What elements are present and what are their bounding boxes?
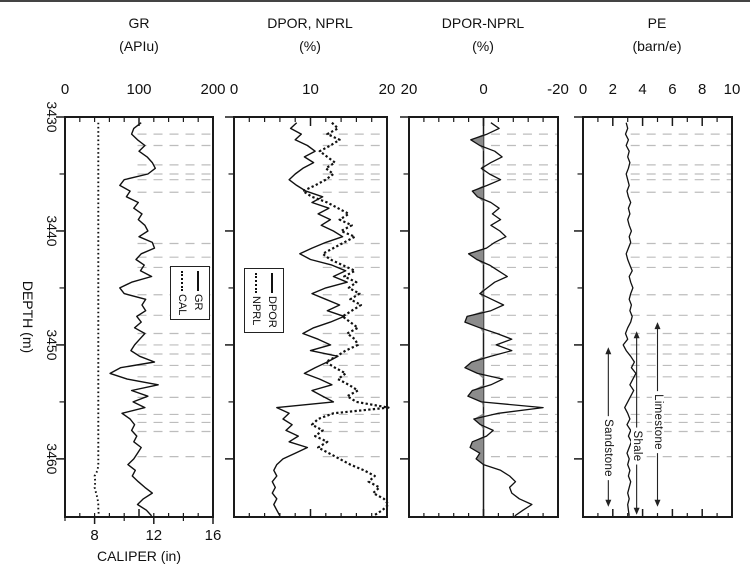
dpor-curve	[271, 122, 348, 517]
arrowhead-up-icon	[633, 331, 640, 339]
axis-tick-label: 0	[61, 81, 69, 98]
panel-title-pe: PE	[647, 15, 667, 31]
dotted-line-icon	[255, 273, 257, 293]
cal-curve	[93, 122, 100, 517]
axis-tick-label: 20	[379, 81, 396, 98]
legend-label-nprl: NPRL	[250, 296, 262, 326]
arrowhead-up-icon	[605, 347, 612, 355]
panel-title-diff: DPOR-NPRL	[441, 15, 525, 31]
depth-axis-label: DEPTH (m)	[20, 280, 36, 354]
axis-tick-label: 0	[479, 81, 487, 98]
caliper-tick-label: 8	[90, 527, 98, 544]
legend-dpor-nprl: NPRL DPOR	[244, 268, 284, 333]
lithology-label-shale: Shale	[631, 427, 643, 465]
panel-title-por: DPOR, NPRL	[267, 15, 353, 31]
panel-subtitle-gr: (APIu)	[119, 38, 159, 54]
axis-tick-label: 100	[126, 81, 151, 98]
legend-item-gr: GR	[192, 271, 204, 311]
panel-subtitle-por: (%)	[299, 38, 321, 54]
legend-label-dpor: DPOR	[266, 296, 278, 328]
lithology-label-sandstone: Sandstone	[602, 416, 614, 480]
legend-label-gr: GR	[192, 294, 204, 311]
legend-gr-cal: CAL GR	[170, 266, 210, 321]
arrowhead-down-icon	[654, 499, 661, 507]
axis-tick-label: 6	[668, 81, 676, 98]
caliper-tick-label: 16	[205, 527, 222, 544]
caliper-axis-label: CALIPER (in)	[96, 548, 182, 564]
axis-tick-label: 10	[302, 81, 319, 98]
positive-anomaly-fill	[464, 122, 484, 516]
solid-line-icon	[271, 273, 273, 293]
solid-line-icon	[197, 271, 199, 291]
axis-tick-label: 20	[401, 81, 418, 98]
legend-item-dpor: DPOR	[266, 273, 278, 328]
legend-item-nprl: NPRL	[250, 273, 262, 325]
depth-tick-label: 3430	[44, 101, 60, 132]
axis-tick-label: 200	[200, 81, 225, 98]
caliper-tick-label: 12	[145, 527, 162, 544]
axis-tick-label: 8	[698, 81, 706, 98]
dpor-nprl-curve	[464, 122, 544, 517]
axis-tick-label: 4	[638, 81, 646, 98]
axis-tick-label: 0	[230, 81, 238, 98]
arrowhead-up-icon	[654, 322, 661, 330]
panel-subtitle-pe: (barn/e)	[632, 38, 682, 54]
legend-item-cal: CAL	[176, 271, 188, 315]
depth-tick-label: 3440	[44, 215, 60, 246]
gr-curve	[109, 122, 159, 517]
axis-tick-label: 10	[724, 81, 741, 98]
depth-tick-label: 3460	[44, 443, 60, 474]
arrowhead-down-icon	[605, 499, 612, 507]
arrowhead-down-icon	[633, 507, 640, 515]
lithology-label-limestone: Limestone	[652, 391, 664, 453]
axis-tick-label: 0	[579, 81, 587, 98]
panel-title-gr: GR	[128, 15, 150, 31]
panel-subtitle-diff: (%)	[472, 38, 494, 54]
depth-tick-label: 3450	[44, 329, 60, 360]
legend-label-cal: CAL	[176, 294, 188, 316]
nprl-curve	[301, 121, 390, 517]
dotted-line-icon	[181, 271, 183, 291]
axis-tick-label: 2	[609, 81, 617, 98]
axis-tick-label: -20	[547, 81, 569, 98]
pe-curve	[622, 122, 637, 516]
